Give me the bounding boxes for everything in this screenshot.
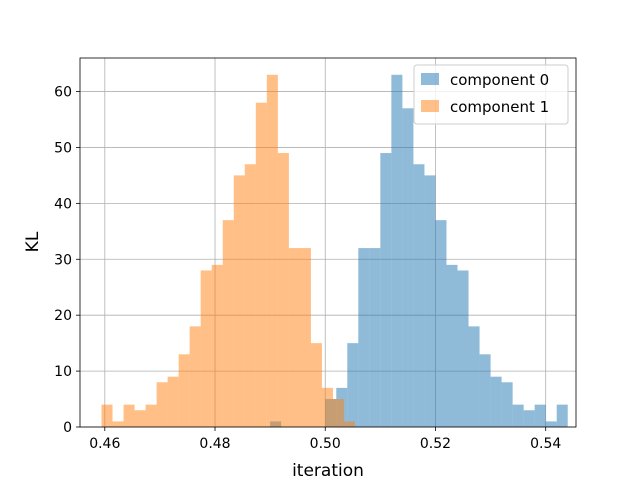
- series-0-bar-16: [446, 264, 458, 427]
- series-1-bar-16: [277, 153, 289, 427]
- series-1-bar-22: [343, 421, 356, 427]
- y-axis-ticks: 0 10 20 30 40 50 60: [54, 85, 80, 436]
- series-1-bar-1: [112, 421, 124, 427]
- series-0-bar-21: [501, 382, 513, 427]
- y-tick-label-5: 50: [54, 140, 72, 156]
- series-1-bar-17: [288, 248, 300, 427]
- x-tick-label-3: 0.52: [420, 436, 451, 452]
- series-1-bar-19: [310, 343, 322, 427]
- series-0-bar-12: [402, 108, 414, 428]
- grid-lines: [80, 58, 576, 428]
- series-1-bar-14: [255, 102, 267, 428]
- series-0-bar-15: [435, 220, 447, 427]
- series-1-bar-21: [332, 399, 344, 427]
- series-1-bar-2: [123, 404, 135, 427]
- plot-frame: [79, 57, 577, 428]
- series-1-bar-7: [178, 354, 190, 427]
- series-0-bar-24: [534, 404, 546, 427]
- series-1-bar-20: [321, 387, 333, 427]
- series-1-bar-15: [266, 74, 278, 427]
- x-tick-label-4: 0.54: [530, 436, 561, 452]
- series-0-bar-14: [424, 175, 436, 427]
- series-1-bar-10: [211, 264, 223, 427]
- legend-swatch-1: [421, 100, 439, 112]
- series-1-bar-0: [101, 404, 113, 427]
- series-1-bar-6: [167, 376, 179, 427]
- legend: component 0 component 1: [413, 64, 569, 125]
- legend-box: [413, 64, 569, 125]
- series-1-bar-13: [244, 164, 256, 427]
- histogram-bars: [101, 74, 568, 428]
- y-tick-label-1: 10: [54, 364, 72, 380]
- series-0-bar-13: [413, 164, 425, 427]
- y-tick-label-4: 40: [54, 196, 72, 212]
- series-0-bar-19: [479, 354, 491, 427]
- series-0-bar-9: [369, 248, 381, 427]
- x-tick-label-0: 0.46: [89, 436, 120, 452]
- legend-entry-0: component 0: [450, 71, 549, 89]
- series-1-bar-3: [134, 410, 146, 427]
- y-tick-label-0: 0: [63, 420, 72, 436]
- series-0-bar-22: [512, 404, 524, 427]
- series-0-bar-8: [358, 248, 370, 427]
- x-tick-label-2: 0.50: [310, 436, 341, 452]
- series-0-bar-25: [545, 421, 557, 427]
- y-tick-label-2: 20: [54, 308, 72, 324]
- series-0-bar-23: [523, 410, 535, 427]
- y-axis-label: KL: [23, 231, 43, 252]
- series-0-bar-26: [556, 404, 568, 427]
- series-1-bar-9: [200, 270, 212, 427]
- series-0-bar-11: [391, 74, 403, 427]
- legend-swatch-0: [421, 73, 439, 85]
- x-tick-label-1: 0.48: [199, 436, 230, 452]
- y-tick-label-3: 30: [54, 252, 72, 268]
- series-0-bar-17: [457, 270, 469, 427]
- series-1-bar-4: [145, 404, 157, 427]
- series-1-bar-12: [233, 175, 245, 427]
- series-0-bar-10: [380, 153, 392, 427]
- legend-entry-1: component 1: [450, 98, 549, 116]
- series-0-bar-20: [490, 376, 502, 427]
- series-1-bar-5: [156, 382, 168, 427]
- series-1-bar-11: [222, 220, 234, 427]
- series-0-bar-7: [347, 343, 359, 427]
- y-tick-label-6: 60: [54, 85, 72, 101]
- series-1-bar-8: [189, 326, 201, 427]
- series-1-bar-18: [299, 248, 311, 427]
- x-axis-label: iteration: [292, 461, 364, 480]
- x-axis-ticks: 0.46 0.48 0.50 0.52 0.54: [89, 427, 561, 452]
- series-0-bar-18: [468, 326, 480, 427]
